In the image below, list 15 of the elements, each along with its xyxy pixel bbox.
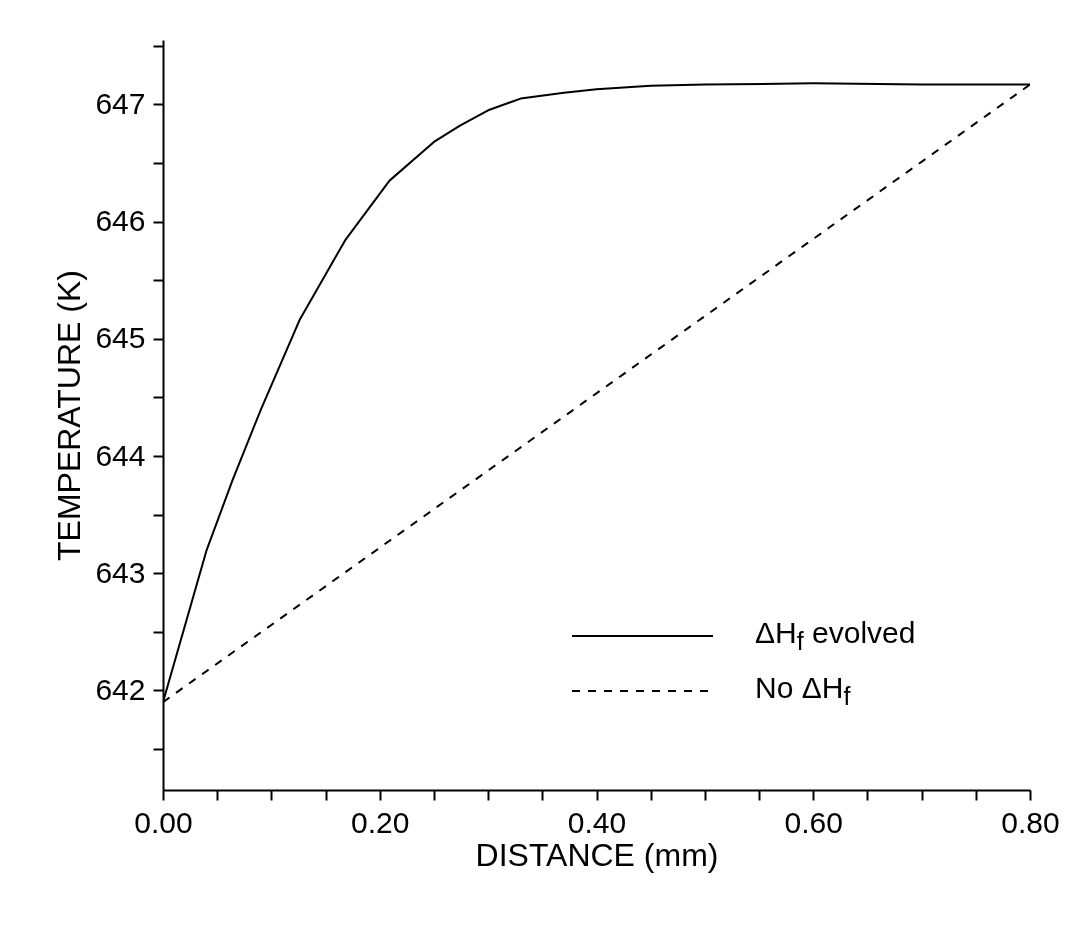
x-tick-label: 0.80 [1001, 805, 1060, 839]
legend-label: ΔH$_{f}$ evolved [755, 615, 916, 656]
y-tick-label: 644 [95, 438, 146, 472]
y-tick-label: 647 [95, 86, 146, 120]
x-tick-label: 0.20 [351, 805, 410, 839]
legend-label: No ΔH$_{f}$ [755, 670, 851, 711]
x-tick-label: 0.60 [784, 805, 843, 839]
y-axis-title: TEMPERATURE (K) [51, 270, 88, 561]
y-tick-label: 642 [95, 672, 146, 706]
y-tick-label: 643 [95, 555, 146, 589]
y-tick-label: 645 [95, 321, 146, 355]
x-tick-label: 0.40 [567, 805, 627, 839]
x-axis-title: DISTANCE (mm) [475, 836, 719, 873]
y-tick-label: 646 [95, 204, 146, 238]
x-tick-label: 0.00 [134, 805, 193, 839]
